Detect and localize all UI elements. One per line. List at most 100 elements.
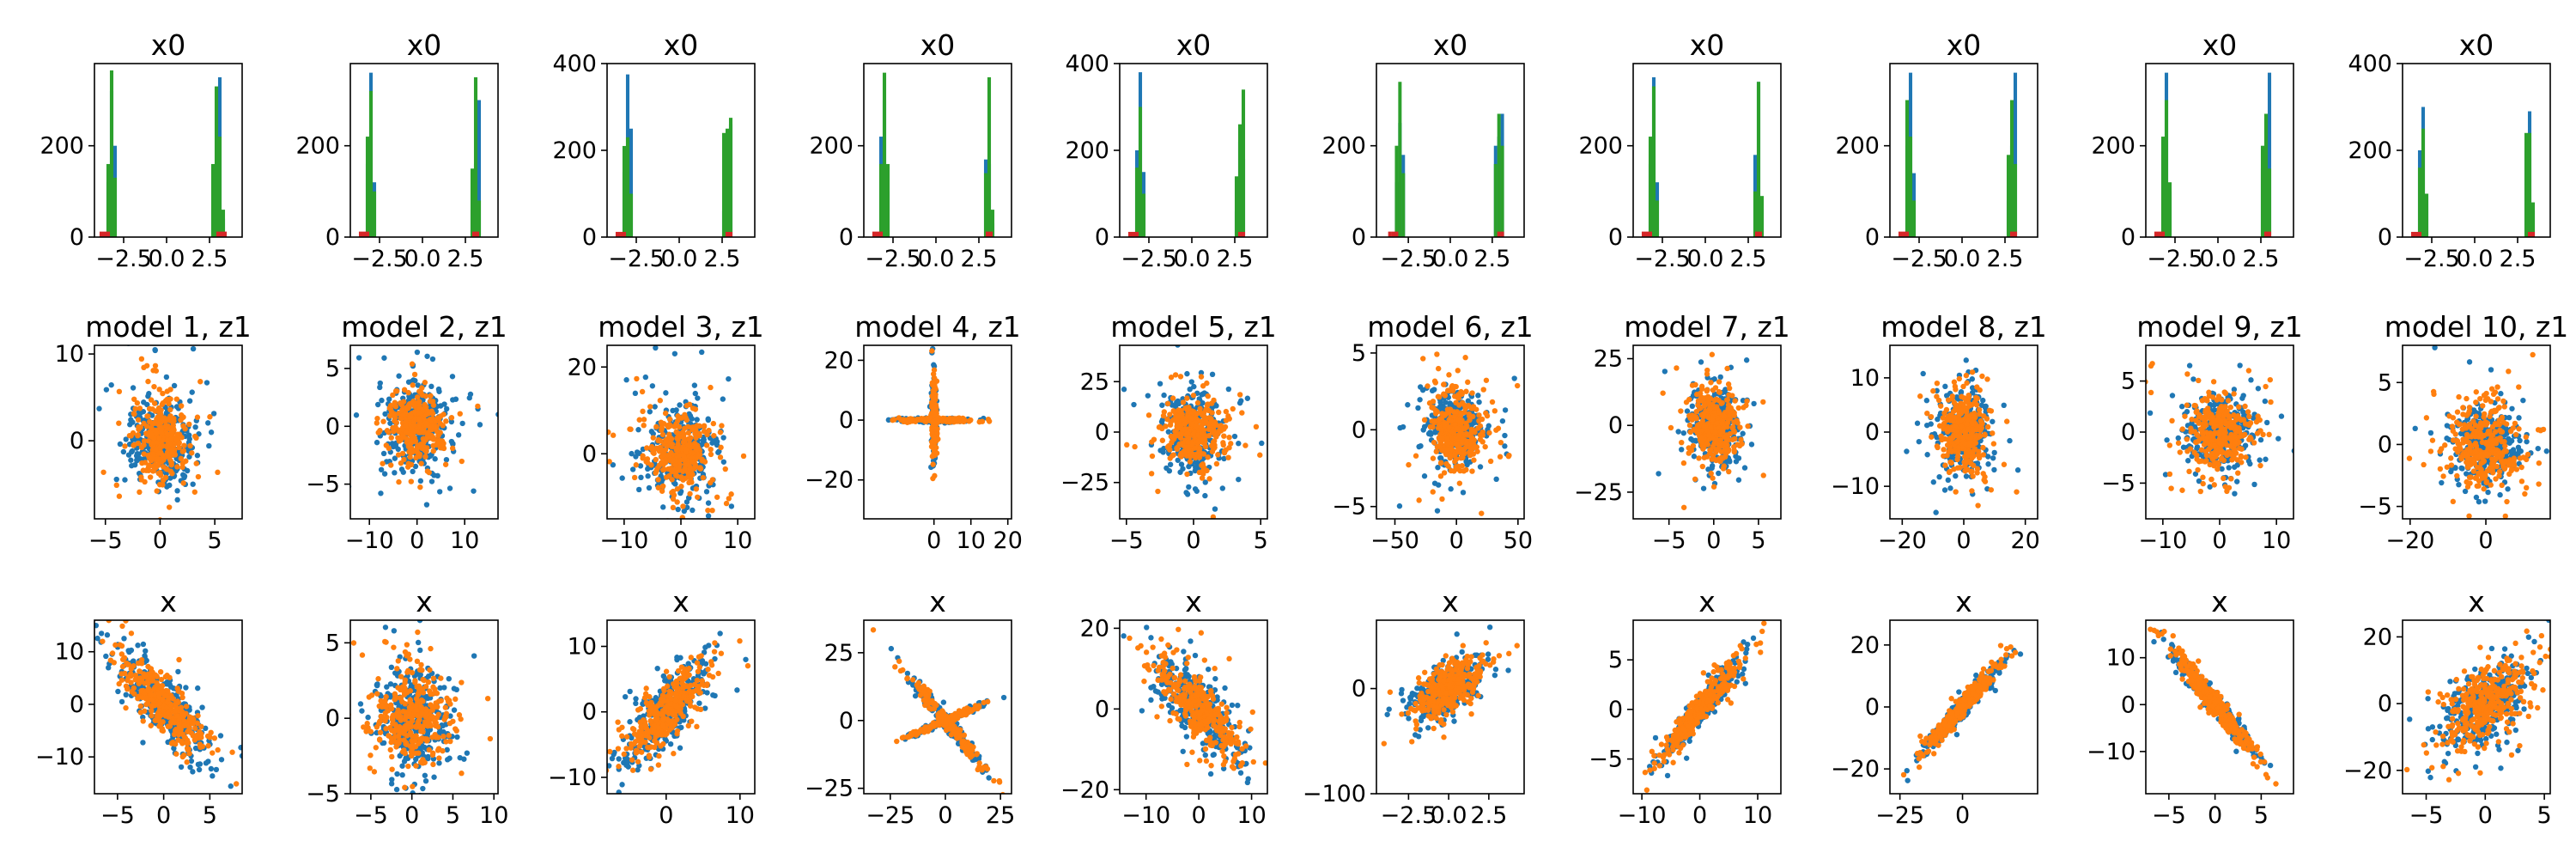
scatter-point — [380, 460, 386, 466]
scatter-point — [1148, 471, 1155, 477]
scatter-point — [1712, 385, 1719, 391]
scatter-point — [157, 419, 164, 426]
scatter-point — [408, 433, 415, 439]
scatter-point — [131, 411, 137, 417]
subplot-12: model 2, z1−10 0 10−505 — [306, 310, 507, 554]
scatter-point — [583, 382, 588, 387]
scatter-point — [416, 416, 422, 422]
scatter-point — [1230, 558, 1236, 564]
scatter-point — [434, 472, 440, 479]
scatter-point — [1239, 410, 1245, 416]
scatter-point — [1431, 439, 1437, 446]
scatter-point — [1473, 553, 1479, 558]
hist-bar — [1134, 168, 1139, 237]
scatter-point — [116, 420, 122, 426]
hist-bar — [1398, 82, 1402, 237]
scatter-point — [711, 432, 717, 439]
scatter-point — [690, 533, 696, 539]
scatter-point — [386, 396, 392, 402]
scatter-point — [1421, 417, 1428, 423]
scatter-point — [1692, 476, 1698, 482]
scatter-point — [1151, 436, 1157, 442]
scatter-point — [178, 403, 185, 409]
y-tick-label: 200 — [2091, 133, 2136, 160]
x-tick-label: 2.5 — [1473, 246, 1510, 272]
scatter-point — [931, 367, 938, 373]
scatter-point — [942, 417, 948, 423]
scatter-point — [1242, 442, 1249, 448]
scatter-point — [1170, 408, 1176, 414]
scatter-point — [174, 464, 180, 470]
scatter-point — [692, 463, 699, 470]
scatter-point — [1479, 429, 1485, 436]
scatter-point — [1124, 442, 1130, 448]
scatter-point — [400, 412, 406, 418]
scatter-point — [1469, 435, 1476, 442]
scatter-point — [142, 478, 148, 485]
axes-frame — [1632, 63, 1782, 238]
scatter-point — [1448, 486, 1454, 492]
scatter-point — [674, 499, 680, 505]
scatter-point — [1165, 429, 1171, 435]
hist-bar — [2424, 193, 2429, 237]
scatter-point — [414, 394, 421, 400]
scatter-point — [641, 417, 647, 423]
scatter-point — [174, 488, 180, 494]
hist-bar — [629, 128, 634, 237]
scatter-point — [930, 387, 937, 393]
hist-bar — [985, 231, 990, 237]
subplot-title: model 7, z1 — [1624, 310, 1790, 344]
scatter-point — [1145, 393, 1151, 399]
scatter-point — [395, 428, 402, 435]
y-tick-label: 5 — [325, 356, 340, 382]
scatter-point — [668, 436, 675, 442]
scatter-point — [166, 504, 173, 510]
scatter-point — [449, 445, 456, 452]
scatter-point — [1674, 365, 1680, 371]
scatter-point — [1686, 445, 1692, 451]
scatter-point — [607, 429, 611, 436]
scatter-point — [1498, 439, 1504, 446]
scatter-point — [663, 390, 669, 396]
x-tick-label: 2.5 — [704, 246, 741, 272]
plot-area — [1121, 345, 1265, 564]
scatter-point — [1417, 384, 1424, 390]
scatter-point — [1748, 442, 1755, 448]
scatter-point — [1223, 408, 1230, 415]
scatter-point — [1695, 422, 1701, 429]
scatter-point — [720, 435, 726, 441]
scatter-point — [1716, 379, 1722, 385]
scatter-point — [680, 503, 686, 509]
scatter-point — [1121, 387, 1127, 393]
x-tick-label: 10 — [723, 527, 752, 554]
scatter-point — [1511, 375, 1517, 381]
scatter-point — [419, 385, 425, 391]
scatter-point — [1963, 473, 1970, 479]
scatter-point — [1463, 388, 1469, 394]
hist-bar — [106, 163, 111, 237]
scatter-point — [242, 487, 247, 492]
scatter-point — [411, 409, 418, 416]
scatter-point — [1197, 405, 1203, 411]
scatter-point — [432, 456, 438, 462]
hist-bar — [875, 231, 880, 237]
scatter-point — [447, 485, 453, 491]
scatter-point — [143, 430, 149, 437]
scatter-point — [1711, 376, 1717, 382]
scatter-point — [1696, 455, 1702, 461]
scatter-point — [416, 421, 422, 428]
scatter-point — [408, 478, 415, 484]
scatter-point — [1725, 381, 1732, 387]
scatter-point — [471, 488, 477, 494]
subplot-title: model 4, z1 — [854, 310, 1021, 344]
hist-bar — [2417, 168, 2422, 237]
hist-bar — [210, 163, 216, 237]
scatter-point — [1157, 381, 1163, 387]
scatter-point — [1435, 365, 1442, 372]
scatter-point — [1717, 374, 1723, 381]
scatter-point — [131, 442, 137, 448]
scatter-point — [1158, 418, 1165, 425]
scatter-point — [1701, 411, 1707, 417]
scatter-point — [1400, 423, 1406, 430]
